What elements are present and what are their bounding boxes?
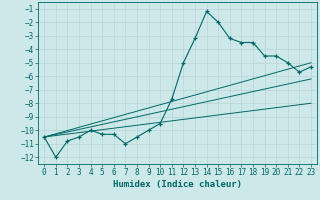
X-axis label: Humidex (Indice chaleur): Humidex (Indice chaleur) [113,180,242,189]
